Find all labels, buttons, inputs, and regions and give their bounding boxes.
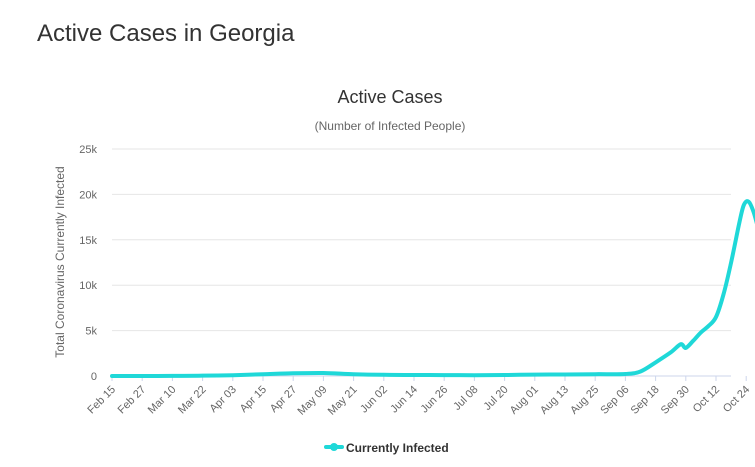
x-tick-label: Oct 12	[691, 384, 722, 415]
series-line-currently-infected	[110, 199, 755, 378]
legend[interactable]: Currently Infected	[324, 441, 449, 455]
x-tick-label: Sep 30	[659, 384, 692, 417]
y-axis-title: Total Coronavirus Currently Infected	[53, 166, 67, 357]
gridlines	[112, 148, 731, 377]
x-tick-label: Apr 03	[208, 384, 239, 415]
x-tick-label: Jun 26	[418, 384, 450, 416]
x-tick-label: Apr 27	[268, 384, 299, 415]
x-tick-label: Aug 25	[568, 384, 601, 417]
x-tick-label: May 09	[296, 384, 330, 418]
y-tick-label: 25k	[79, 144, 97, 156]
page-heading: Active Cases in Georgia	[37, 20, 295, 47]
x-tick-label: Aug 13	[538, 384, 571, 417]
y-tick-label: 10k	[79, 280, 97, 292]
legend-marker	[330, 443, 338, 451]
x-tick-label: Feb 15	[85, 384, 118, 417]
x-tick-label: Jul 08	[451, 384, 480, 413]
x-tick-label: Aug 01	[508, 384, 541, 417]
x-tick-label: Mar 22	[176, 384, 209, 417]
x-tick-label: May 21	[326, 384, 360, 418]
chart-title: Active Cases	[337, 87, 442, 107]
legend-label: Currently Infected	[346, 441, 449, 455]
x-tick-label: Sep 06	[598, 384, 631, 417]
y-tick-label: 20k	[79, 189, 97, 201]
y-tick-label: 0	[91, 371, 97, 383]
y-axis: 0 5k 10k 15k 20k 25k	[79, 144, 97, 383]
chart-subtitle: (Number of Infected People)	[315, 119, 466, 133]
x-tick-label: Feb 27	[116, 384, 149, 417]
y-tick-label: 15k	[79, 235, 97, 247]
y-tick-label: 5k	[85, 326, 97, 338]
x-tick-label: Apr 15	[238, 384, 269, 415]
x-tick-label: Jun 02	[358, 384, 390, 416]
x-tick-label: Mar 10	[146, 384, 179, 417]
x-tick-label: Oct 24	[721, 384, 752, 415]
x-tick-label: Sep 18	[629, 384, 662, 417]
x-tick-label: Jun 14	[388, 384, 420, 416]
x-tick-label: Jul 20	[481, 384, 510, 413]
